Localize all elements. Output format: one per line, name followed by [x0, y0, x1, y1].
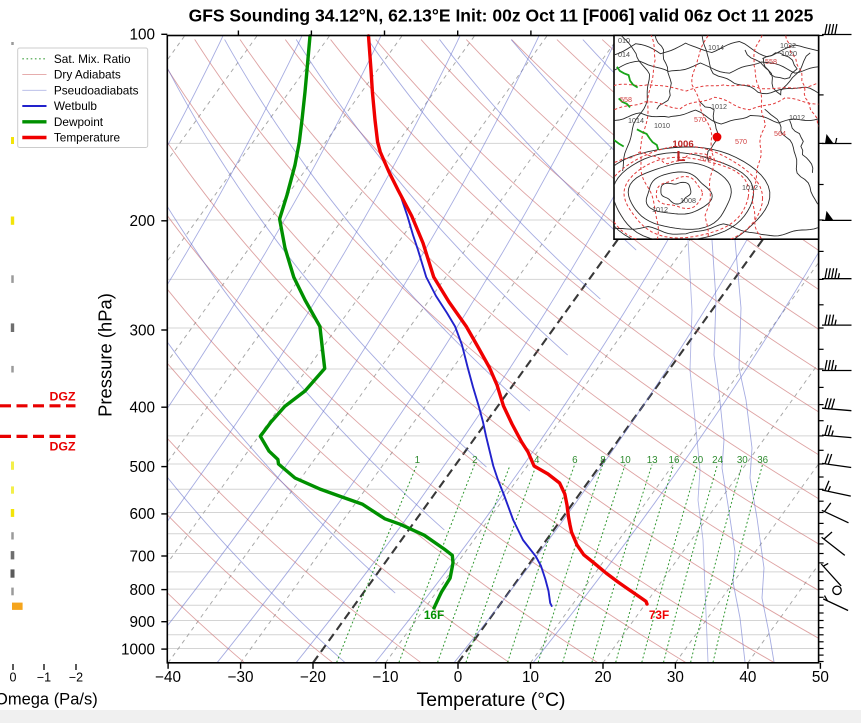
svg-text:−1: −1 [37, 671, 51, 685]
svg-text:20: 20 [594, 669, 611, 686]
svg-text:−2: −2 [69, 671, 83, 685]
svg-text:Temperature: Temperature [54, 131, 121, 145]
svg-text:570: 570 [694, 115, 706, 124]
svg-text:DGZ: DGZ [50, 390, 76, 404]
svg-text:570: 570 [735, 137, 747, 146]
svg-text:GFS Sounding 34.12°N, 62.13°E: GFS Sounding 34.12°N, 62.13°E Init: 00z … [189, 6, 814, 26]
svg-text:300: 300 [129, 322, 155, 339]
svg-text:40: 40 [739, 669, 756, 686]
svg-text:4: 4 [534, 455, 540, 466]
svg-text:800: 800 [129, 582, 155, 599]
svg-text:576: 576 [700, 154, 712, 163]
svg-text:36: 36 [757, 455, 768, 466]
svg-text:558: 558 [620, 95, 632, 104]
svg-text:500: 500 [129, 459, 155, 476]
svg-text:1000: 1000 [121, 641, 155, 658]
svg-text:200: 200 [129, 213, 155, 230]
svg-text:1014: 1014 [628, 116, 644, 125]
svg-text:10: 10 [522, 669, 539, 686]
svg-text:564: 564 [774, 129, 786, 138]
svg-text:0: 0 [454, 669, 463, 686]
svg-text:Pseudoadiabats: Pseudoadiabats [54, 84, 139, 98]
svg-text:900: 900 [129, 614, 155, 631]
svg-text:DGZ: DGZ [50, 440, 76, 454]
svg-text:24: 24 [712, 455, 723, 466]
svg-text:2: 2 [472, 455, 477, 466]
svg-text:8: 8 [600, 455, 606, 466]
svg-text:1012: 1012 [742, 183, 758, 192]
svg-text:1012: 1012 [711, 102, 727, 111]
svg-text:Dewpoint: Dewpoint [54, 115, 104, 129]
svg-text:−30: −30 [228, 669, 254, 686]
svg-text:558: 558 [765, 57, 777, 66]
svg-text:1012: 1012 [652, 205, 668, 214]
svg-text:Sat. Mix. Ratio: Sat. Mix. Ratio [54, 52, 131, 66]
svg-text:Dry Adiabats: Dry Adiabats [54, 68, 121, 82]
svg-text:400: 400 [129, 400, 155, 417]
svg-text:20: 20 [692, 455, 703, 466]
svg-text:010: 010 [618, 36, 630, 45]
svg-text:700: 700 [129, 548, 155, 565]
svg-text:1: 1 [415, 455, 420, 466]
svg-text:30: 30 [737, 455, 748, 466]
svg-text:−20: −20 [300, 669, 326, 686]
svg-text:13: 13 [647, 455, 658, 466]
svg-text:100: 100 [129, 27, 155, 44]
svg-text:73F: 73F [649, 608, 669, 622]
svg-text:1014: 1014 [708, 43, 724, 52]
svg-text:Temperature (°C): Temperature (°C) [417, 689, 566, 711]
svg-text:600: 600 [129, 506, 155, 523]
svg-text:Pressure (hPa): Pressure (hPa) [95, 293, 116, 417]
svg-text:50: 50 [812, 669, 829, 686]
svg-text:−10: −10 [373, 669, 399, 686]
svg-text:Omega (Pa/s): Omega (Pa/s) [0, 691, 98, 709]
svg-text:1010: 1010 [654, 121, 670, 130]
svg-text:6: 6 [572, 455, 578, 466]
svg-text:10: 10 [620, 455, 631, 466]
svg-text:014: 014 [618, 50, 630, 59]
svg-text:1008: 1008 [680, 196, 696, 205]
svg-text:−40: −40 [155, 669, 181, 686]
svg-text:1012: 1012 [789, 113, 805, 122]
svg-text:16F: 16F [424, 608, 444, 622]
svg-text:Wetbulb: Wetbulb [54, 99, 98, 113]
svg-text:L: L [676, 148, 685, 165]
svg-text:30: 30 [667, 669, 684, 686]
svg-text:0: 0 [10, 671, 17, 685]
svg-text:16: 16 [669, 455, 680, 466]
svg-text:1020: 1020 [781, 49, 797, 58]
